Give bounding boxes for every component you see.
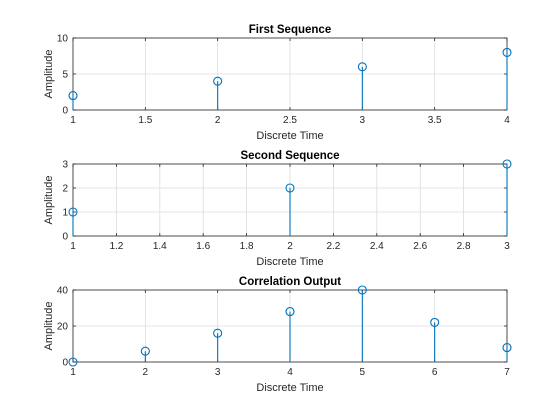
x-tick-label: 5 — [360, 367, 366, 378]
stem-marker — [502, 343, 512, 353]
x-tick-label: 1.4 — [153, 241, 167, 252]
x-tick-label: 3 — [504, 241, 510, 252]
chart-title: Correlation Output — [239, 276, 341, 288]
y-tick-label: 3 — [62, 160, 68, 171]
stem-marker — [285, 307, 295, 317]
y-axis-label: Amplitude — [43, 50, 55, 99]
x-tick-label: 2.4 — [370, 241, 384, 252]
y-tick-label: 0 — [62, 358, 68, 369]
stem-marker — [430, 317, 440, 327]
stem-marker — [285, 183, 295, 193]
x-tick-label: 1.8 — [240, 241, 254, 252]
x-tick-label: 2 — [287, 241, 293, 252]
x-tick-label: 1 — [70, 241, 76, 252]
x-tick-label: 1.6 — [196, 241, 210, 252]
y-axis-label: Amplitude — [43, 176, 55, 225]
x-tick-label: 3 — [360, 115, 366, 126]
stem-marker — [68, 357, 78, 367]
x-axis-label: Discrete Time — [256, 382, 323, 394]
x-tick-label: 1.2 — [109, 241, 123, 252]
chart-title: First Sequence — [249, 24, 331, 36]
x-axis-label: Discrete Time — [256, 256, 323, 268]
chart-title: Second Sequence — [240, 150, 339, 162]
stem-marker — [68, 207, 78, 217]
y-tick-label: 40 — [57, 286, 69, 297]
stem-marker — [357, 62, 367, 72]
y-tick-label: 2 — [62, 184, 68, 195]
x-tick-label: 2.6 — [413, 241, 427, 252]
x-tick-label: 3 — [215, 367, 221, 378]
subplot-1: 1 1.5 2 2.5 3 3.5 4 0 5 10 First Sequence Discrete … — [43, 24, 512, 142]
y-tick-label: 0 — [62, 106, 68, 117]
y-tick-label: 10 — [57, 34, 69, 45]
stem-marker — [140, 346, 150, 356]
y-tick-label: 0 — [62, 232, 68, 243]
x-tick-label: 2.2 — [326, 241, 340, 252]
x-tick-label: 1 — [70, 115, 76, 126]
x-tick-label: 7 — [504, 367, 510, 378]
stem-marker — [357, 285, 367, 295]
x-tick-label: 2 — [143, 367, 149, 378]
x-tick-label: 6 — [432, 367, 438, 378]
subplot-3: 1 2 3 4 5 6 7 0 20 40 Correlation Output Discrete T… — [43, 276, 512, 394]
x-tick-label: 2.8 — [457, 241, 471, 252]
x-tick-label: 2 — [215, 115, 221, 126]
y-tick-label: 20 — [57, 322, 69, 333]
x-tick-label: 1 — [70, 367, 76, 378]
x-tick-label: 2.5 — [283, 115, 297, 126]
x-axis-label: Discrete Time — [256, 130, 323, 142]
x-tick-label: 1.5 — [138, 115, 152, 126]
y-tick-label: 5 — [62, 70, 68, 81]
x-tick-label: 4 — [287, 367, 293, 378]
x-tick-label: 3.5 — [428, 115, 442, 126]
stem-marker — [502, 159, 512, 169]
stem-marker — [68, 91, 78, 101]
y-axis-label: Amplitude — [43, 302, 55, 351]
stem-marker — [502, 47, 512, 57]
stem-marker — [213, 76, 223, 86]
x-tick-label: 4 — [504, 115, 510, 126]
stem-marker — [213, 328, 223, 338]
y-tick-label: 1 — [62, 208, 68, 219]
